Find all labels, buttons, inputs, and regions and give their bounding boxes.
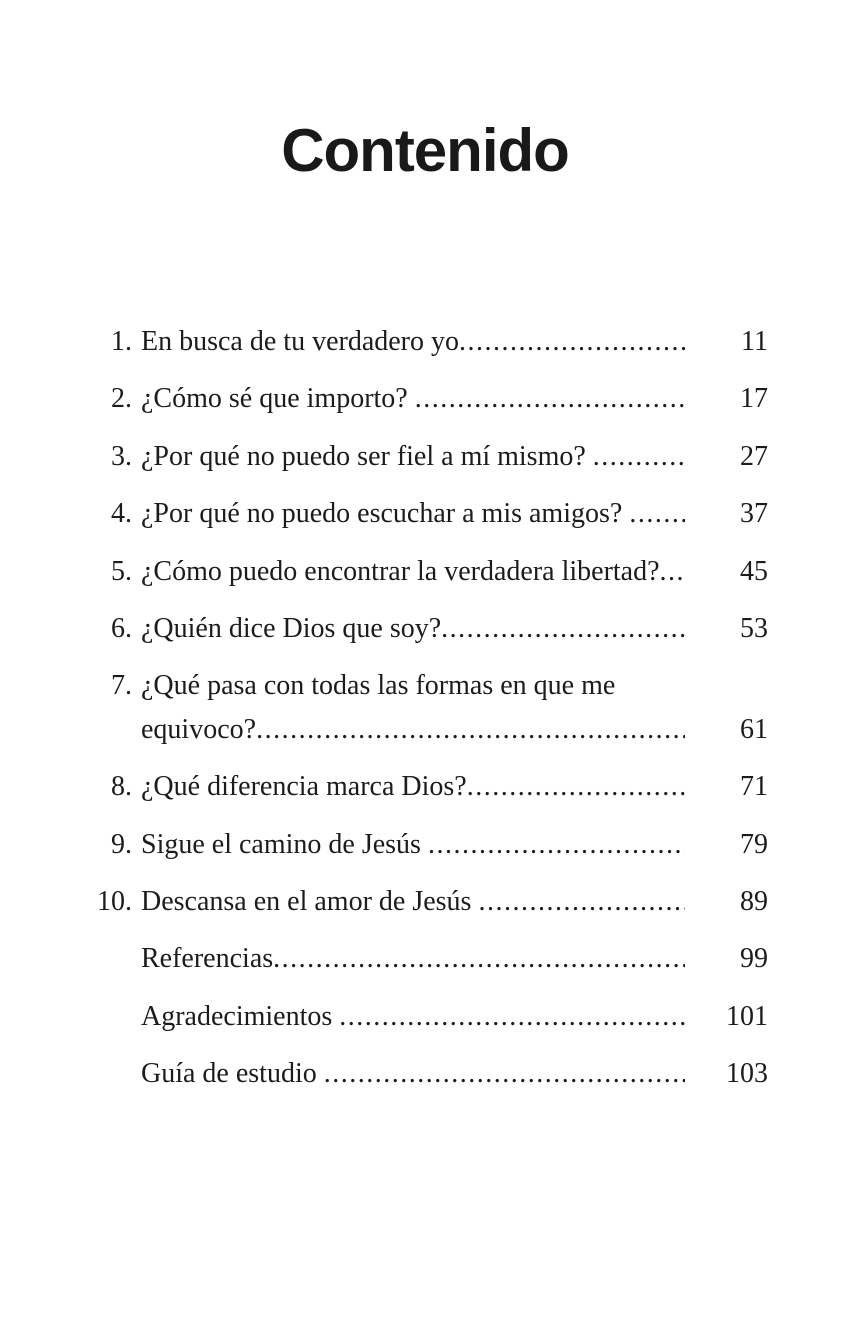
toc-entry-title: ¿Cómo sé que importo? xyxy=(141,383,415,415)
toc-entry: En busca de tu verdadero yo xyxy=(141,313,685,370)
toc-entry: equivoco? xyxy=(141,701,685,758)
dot-leader xyxy=(467,758,685,815)
toc-entry: Referencias xyxy=(141,930,685,987)
toc-entry-title: Guía de estudio xyxy=(141,1058,324,1090)
toc-row: 4. ¿Por qué no puedo escuchar a mis amig… xyxy=(80,485,768,542)
toc-entry: Descansa en el amor de Jesús xyxy=(141,873,685,930)
toc-entry: ¿Qué diferencia marca Dios? xyxy=(141,758,685,815)
toc-entry-title: Sigue el camino de Jesús xyxy=(141,828,428,860)
toc-row: 9. Sigue el camino de Jesús 79 xyxy=(80,816,768,873)
toc-row: 6. ¿Quién dice Dios que soy? 53 xyxy=(80,600,768,657)
toc-entry-number: 9. xyxy=(111,828,132,860)
toc-entry-title: Descansa en el amor de Jesús xyxy=(141,886,479,918)
toc-entry: Sigue el camino de Jesús xyxy=(141,816,685,873)
toc-entry: ¿Qué pasa con todas las formas en que me xyxy=(141,657,685,714)
toc-entry-number: 8. xyxy=(111,771,132,803)
toc-row: 7. ¿Qué pasa con todas las formas en que… xyxy=(80,657,768,714)
toc-entry-title: ¿Cómo puedo encontrar la verdadera liber… xyxy=(141,555,660,587)
toc-entry-page: 17 xyxy=(740,383,768,415)
toc-entry-page: 103 xyxy=(726,1058,768,1090)
toc-row: 3. ¿Por qué no puedo ser fiel a mí mismo… xyxy=(80,428,768,485)
toc-entry-title: ¿Por qué no puedo ser fiel a mí mismo? xyxy=(141,440,593,472)
toc-entry: ¿Cómo puedo encontrar la verdadera liber… xyxy=(141,543,685,600)
toc-entry-page: 27 xyxy=(740,440,768,472)
toc-entry-title: equivoco? xyxy=(141,713,257,745)
toc-entry: ¿Por qué no puedo ser fiel a mí mismo? xyxy=(141,428,685,485)
dot-leader xyxy=(324,1045,685,1102)
toc-entry-number: 2. xyxy=(111,383,132,415)
toc-entry-page: 101 xyxy=(726,1000,768,1032)
dot-leader xyxy=(256,701,685,758)
toc-row: 1. En busca de tu verdadero yo 11 xyxy=(80,313,768,370)
toc-entry-number: 10. xyxy=(97,886,132,918)
toc-entry-number: 3. xyxy=(111,440,132,472)
toc-entry-title: Agradecimientos xyxy=(141,1000,340,1032)
toc-entry: ¿Por qué no puedo escuchar a mis amigos? xyxy=(141,485,685,542)
toc-entry-page: 37 xyxy=(740,498,768,530)
dot-leader xyxy=(459,313,685,370)
toc-row: 8. ¿Qué diferencia marca Dios? 71 xyxy=(80,758,768,815)
toc-entry-page: 89 xyxy=(740,886,768,918)
page-title: Contenido xyxy=(281,117,570,184)
toc-entry-title: ¿Por qué no puedo escuchar a mis amigos? xyxy=(141,498,630,530)
toc-entry-page: 99 xyxy=(740,943,768,975)
toc-row: 2. ¿Cómo sé que importo? 17 xyxy=(80,370,768,427)
toc-entry-page: 71 xyxy=(740,771,768,803)
toc-entry: ¿Cómo sé que importo? xyxy=(141,370,685,427)
dot-leader xyxy=(593,428,685,485)
toc-entry-page: 61 xyxy=(740,713,768,745)
table-of-contents: 1. En busca de tu verdadero yo 11 2. ¿Có… xyxy=(0,186,850,1103)
toc-entry: ¿Quién dice Dios que soy? xyxy=(141,600,685,657)
dot-leader xyxy=(428,816,685,873)
dot-leader xyxy=(441,600,685,657)
dot-leader xyxy=(273,930,685,987)
toc-entry-title: ¿Qué diferencia marca Dios? xyxy=(141,771,467,803)
toc-entry-number: 1. xyxy=(111,326,132,357)
toc-entry-title: ¿Qué pasa con todas las formas en que me xyxy=(141,670,616,702)
toc-entry-number: 5. xyxy=(111,555,132,587)
dot-leader xyxy=(629,485,685,542)
toc-entry-page: 79 xyxy=(740,828,768,860)
toc-row: Agradecimientos 101 xyxy=(80,988,768,1045)
toc-entry-title: En busca de tu verdadero yo xyxy=(141,326,459,357)
toc-row: Guía de estudio 103 xyxy=(80,1045,768,1102)
dot-leader xyxy=(478,873,685,930)
toc-entry: Agradecimientos xyxy=(141,988,685,1045)
toc-entry-page: 45 xyxy=(740,555,768,587)
toc-entry-title: Referencias xyxy=(141,943,274,975)
dot-leader xyxy=(415,370,685,427)
toc-entry: Guía de estudio xyxy=(141,1045,685,1102)
toc-row: 10. Descansa en el amor de Jesús 89 xyxy=(80,873,768,930)
toc-entry-number: 4. xyxy=(111,498,132,530)
toc-entry-number: 6. xyxy=(111,613,132,645)
toc-row: equivoco? 61 xyxy=(80,701,768,758)
toc-entry-page: 11 xyxy=(741,326,768,357)
toc-entry-page: 53 xyxy=(740,613,768,645)
toc-row: 5. ¿Cómo puedo encontrar la verdadera li… xyxy=(80,543,768,600)
toc-entry-number: 7. xyxy=(111,670,132,702)
toc-row: Referencias 99 xyxy=(80,930,768,987)
dot-leader xyxy=(339,988,685,1045)
toc-entry-title: ¿Quién dice Dios que soy? xyxy=(141,613,442,645)
dot-leader xyxy=(660,543,685,600)
